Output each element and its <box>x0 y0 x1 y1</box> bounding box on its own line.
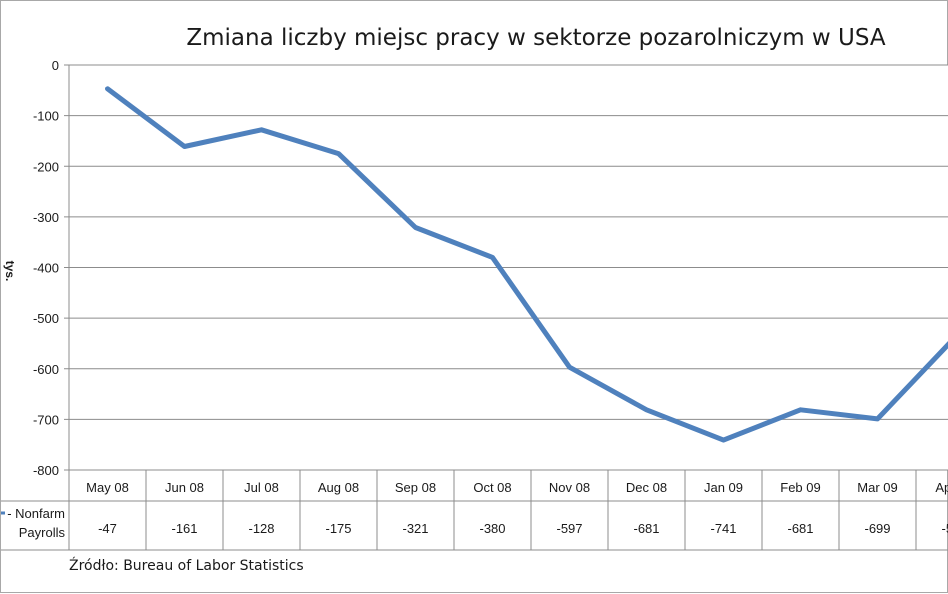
x-tick-label: Oct 08 <box>473 480 511 495</box>
table-cell-value: -380 <box>479 521 505 536</box>
y-tick-label: -600 <box>33 362 59 377</box>
x-tick-label: Jan 09 <box>704 480 743 495</box>
y-tick-label: -500 <box>33 311 59 326</box>
x-tick-label: Jun 08 <box>165 480 204 495</box>
table-cell-value: -681 <box>633 521 659 536</box>
source-note: Źródło: Bureau of Labor Statistics <box>69 556 304 574</box>
x-tick-label: May 08 <box>86 480 129 495</box>
x-tick-label: Apr 09 <box>935 480 948 495</box>
y-tick-label: -100 <box>33 109 59 124</box>
y-axis-ticks: 0 -100 -200 -300 -400 -500 -600 -700 -800 <box>33 58 69 478</box>
table-cell-value: -175 <box>325 521 351 536</box>
table-cell-value: -539 <box>941 521 948 536</box>
table-cell-value: -597 <box>556 521 582 536</box>
y-tick-label: -300 <box>33 210 59 225</box>
y-tick-label: -200 <box>33 159 59 174</box>
table-row-label: - Nonfarm <box>7 506 65 521</box>
x-tick-label: Dec 08 <box>626 480 667 495</box>
table-cell-value: -681 <box>787 521 813 536</box>
chart-title: Zmiana liczby miejsc pracy w sektorze po… <box>186 25 886 51</box>
x-tick-label: Aug 08 <box>318 480 359 495</box>
table-cell-value: -741 <box>710 521 736 536</box>
x-tick-label: Jul 08 <box>244 480 279 495</box>
y-tick-label: -800 <box>33 463 59 478</box>
x-tick-label: Mar 09 <box>857 480 897 495</box>
y-axis-label: tys. <box>3 261 17 282</box>
table-cell-value: -161 <box>171 521 197 536</box>
table-cell-value: -699 <box>864 521 890 536</box>
table-cell-value: -128 <box>248 521 274 536</box>
y-tick-label: -700 <box>33 412 59 427</box>
table-cell-value: -321 <box>402 521 428 536</box>
x-tick-label: Sep 08 <box>395 480 436 495</box>
x-tick-label: Feb 09 <box>780 480 820 495</box>
table-cell-value: -47 <box>98 521 117 536</box>
x-tick-label: Nov 08 <box>549 480 590 495</box>
y-tick-label: 0 <box>52 58 59 73</box>
table-row-label: Payrolls <box>19 525 66 540</box>
data-table: May 08 -47 Jun 08 -161 Jul 08 -128 Aug 08 -175 S… <box>1 470 948 550</box>
y-tick-label: -400 <box>33 261 59 276</box>
